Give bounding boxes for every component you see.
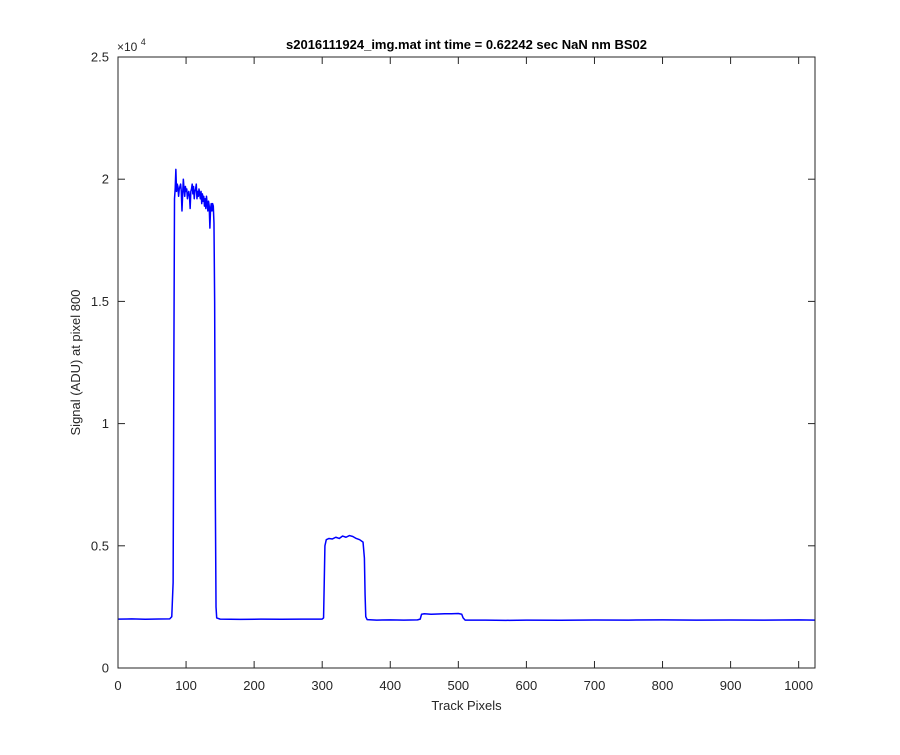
x-tick-label: 900 (720, 678, 742, 693)
x-tick-label: 200 (243, 678, 265, 693)
series-line-0 (117, 168, 816, 622)
y-tick-label: 1.5 (91, 294, 109, 309)
y-tick-label: 0.5 (91, 538, 109, 553)
axes-background (118, 57, 815, 668)
y-exponent-label: ×10 4 (117, 37, 146, 54)
x-tick-label: 1000 (784, 678, 813, 693)
x-tick-label: 700 (584, 678, 606, 693)
y-tick-label: 2 (102, 172, 109, 187)
axes-layer (117, 56, 816, 669)
x-tick-label: 0 (114, 678, 121, 693)
axes-box (117, 56, 816, 669)
y-exponent-power: 4 (141, 37, 146, 47)
y-tick-label: 1 (102, 416, 109, 431)
series-layer (117, 168, 816, 622)
x-tick-label: 800 (652, 678, 674, 693)
y-tick-label: 0 (102, 661, 109, 676)
y-exponent-base: ×10 (117, 40, 138, 54)
x-tick-label: 400 (379, 678, 401, 693)
x-tick-label: 600 (516, 678, 538, 693)
x-tick-label: 100 (175, 678, 197, 693)
x-tick-label: 500 (447, 678, 469, 693)
chart-title: s2016111924_img.mat int time = 0.62242 s… (286, 37, 647, 52)
x-tick-label: 300 (311, 678, 333, 693)
tick-layer: 0 100 200 300 400 500 600 700 800 900 1000 0 0.5 1 1.5… (91, 50, 815, 693)
x-axis-label: Track Pixels (431, 698, 502, 713)
y-tick-label: 2.5 (91, 50, 109, 65)
y-axis-label: Signal (ADU) at pixel 800 (68, 290, 83, 436)
svg-text:×10 4: ×10 4 (117, 37, 146, 54)
